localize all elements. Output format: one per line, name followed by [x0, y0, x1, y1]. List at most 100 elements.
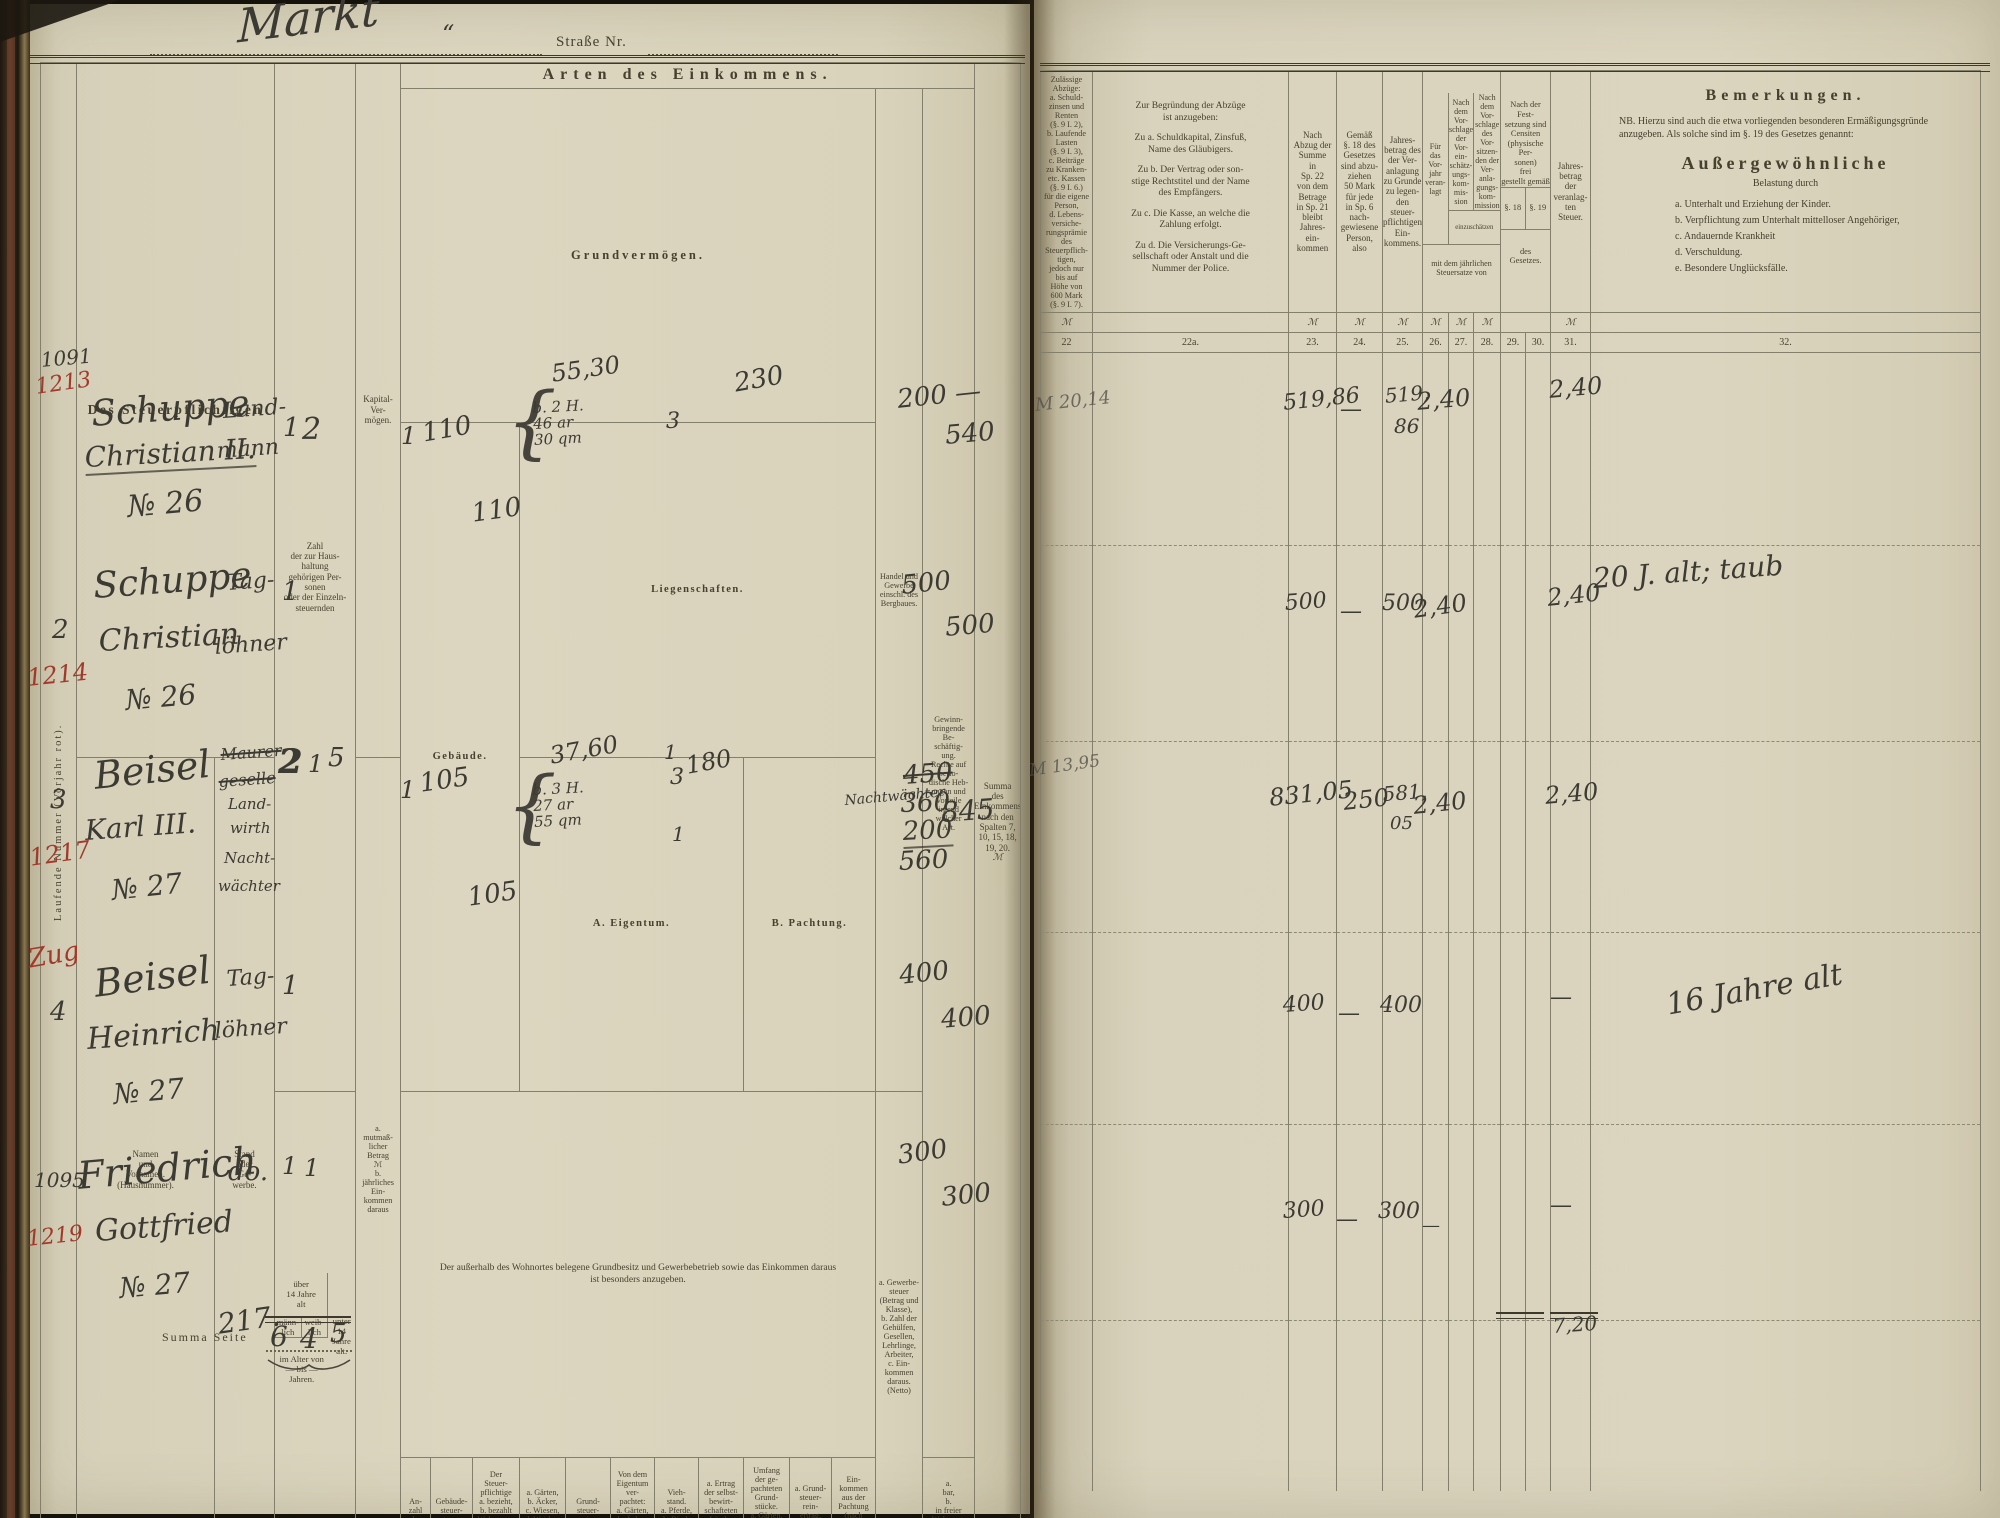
hw-r1-cattle: 3 — [666, 409, 680, 434]
abzuege-title: Zur Begründung der Abzüge ist anzugeben: — [1135, 100, 1246, 123]
hw-r5-vorjahr-dash: — — [1422, 1215, 1440, 1236]
table-cell — [1590, 1320, 1982, 1403]
table-cell — [1336, 932, 1383, 1125]
abzuege-item-d: Zu d. Die Versicherungs-Ge- sellschaft o… — [1132, 239, 1249, 274]
table-cell: 30. — [1525, 332, 1552, 353]
table-cell: 24. — [1336, 332, 1383, 353]
table-cell: ℳ — [1382, 312, 1423, 333]
hw-r4-income-total: 400 — [939, 1000, 992, 1035]
header-zu-zahlende-pacht: a. Grund- steuer- rein- ertrag, b. zu za… — [789, 1457, 833, 1518]
table-cell: ℳ — [1040, 312, 1093, 333]
header-verpachtet: Von dem Eigentum ver- pachtet: a. Gärten… — [610, 1457, 656, 1518]
header-gebaeude: Gebäude. — [400, 422, 521, 1092]
table-cell: 32. — [1590, 332, 1982, 353]
hw-r1-housenumber: № 26 — [125, 483, 205, 525]
hw-r3-females-over14: 1 — [308, 750, 324, 778]
table-cell — [1500, 352, 1527, 546]
hw-r4-occupation-1: Tag- — [225, 963, 276, 992]
table-cell — [1040, 352, 1093, 546]
table-cell: ℳ — [1422, 312, 1449, 333]
summary-row — [1040, 1320, 1982, 1403]
hw-r3-building-value: 105 — [417, 762, 472, 799]
hw-r3-occupation-struck-2: geselle — [217, 768, 277, 791]
table-cell — [1288, 741, 1337, 933]
table-cell — [1092, 312, 1289, 333]
summary-dotted-line — [266, 1350, 352, 1352]
table-cell — [1448, 1402, 1474, 1491]
table-cell — [1448, 545, 1474, 742]
header-censiten-frei: Nach der Fest- setzung sind Censiten (ph… — [1501, 100, 1550, 187]
table-cell — [1336, 741, 1383, 933]
hw-r5-females-over14: 1 — [304, 1154, 320, 1182]
table-cell: 22 — [1040, 332, 1093, 353]
table-cell — [1500, 932, 1527, 1125]
hw-r3-income-sum: 560 — [897, 844, 950, 877]
table-cell — [1040, 741, 1093, 933]
table-cell — [1422, 1402, 1449, 1491]
table-cell — [1525, 932, 1552, 1125]
table-cell — [1590, 312, 1982, 333]
table-row — [1040, 352, 1982, 546]
table-cell — [1590, 1124, 1982, 1321]
hw-r5-taxable: 300 — [1378, 1199, 1420, 1224]
strasse-nr-label: Straße Nr. — [556, 34, 627, 50]
table-cell: 31. — [1550, 332, 1592, 353]
table-cell — [1448, 932, 1474, 1125]
table-cell: 25. — [1382, 332, 1423, 353]
header-grundsteuer-reinertrag: Grund- steuer- rein- ertrag.ℳ — [565, 1457, 612, 1518]
hw-r4-housenumber: № 27 — [111, 1071, 186, 1111]
table-cell — [1590, 741, 1982, 933]
table-cell — [1092, 932, 1289, 1125]
hw-r3-land-area: b. 3 H. 27 ar 55 qm — [531, 778, 585, 832]
hw-r3-housenumber: № 27 — [109, 866, 184, 907]
header-jahreseinkommen: Nach Abzug der Summe in Sp. 22 von dem B… — [1288, 70, 1337, 313]
hw-r1-brace: { — [506, 375, 557, 468]
table-cell — [1472, 932, 1502, 1125]
hw-r3-rent-value: 105 — [465, 876, 520, 913]
hw-r5-income-cash: 300 — [895, 1134, 950, 1171]
header-ertrag-laendereien: a. Ertrag der selbst- bewirt- schafteten… — [698, 1457, 745, 1518]
hw-r5-occupation-ditto: do. — [228, 1157, 269, 1187]
table-cell — [1422, 545, 1449, 742]
hw-r3-brace: { — [506, 759, 557, 852]
hw-r5-income-total: 300 — [939, 1177, 993, 1213]
table-cell — [1448, 352, 1474, 546]
bemerkungen-nb: NB. Hierzu sind auch die etwa vorliegend… — [1619, 116, 1929, 140]
table-cell — [1092, 352, 1289, 546]
table-cell — [1336, 545, 1383, 742]
hw-summary-tax-total: 7,20 — [1551, 1310, 1598, 1338]
hw-r3-under14: 5 — [328, 743, 345, 773]
hw-r1-taxable-2: 86 — [1394, 414, 1420, 438]
header-vorjahr-veranlagt: Für das Vor- jahr veran- lagt — [1424, 93, 1449, 244]
header-begruendung-abzuege: Zur Begründung der Abzüge ist anzugeben:… — [1092, 70, 1289, 313]
header-bar-naturalien: a. bar, b. in freier Wohnung, Kost, Natu… — [922, 1457, 976, 1518]
header-steuersatz: mit dem jährlichen Steuersatze von — [1423, 244, 1500, 290]
hw-r2-income-total: 500 — [943, 608, 996, 643]
table-cell — [1525, 1402, 1552, 1491]
table-cell — [1448, 1320, 1474, 1403]
header-summa: Summa des Einkommens nach den Spalten 7,… — [974, 62, 1022, 1518]
table-cell — [1382, 741, 1423, 933]
table-cell — [1472, 1402, 1502, 1491]
table-cell — [1288, 1124, 1337, 1321]
spine-marbling — [7, 0, 15, 1518]
table-cell: 22a. — [1092, 332, 1289, 353]
hw-r2-dash-24: — — [1340, 599, 1362, 624]
table-cell — [1382, 1320, 1423, 1403]
right-table: Zulässige Abzüge: a. Schuld- zinsen und … — [1040, 70, 1982, 1491]
table-cell — [1092, 1124, 1289, 1321]
table-cell: 27. — [1448, 332, 1474, 353]
hw-r4-income-cash: 400 — [897, 955, 951, 991]
header-eigentum: A. Eigentum. — [519, 756, 745, 1092]
table-cell — [1040, 932, 1093, 1125]
table-cell — [1472, 545, 1502, 742]
header-steuerpflichtiges-einkommen: Jahres- betrag des der Ver- anlagung zu … — [1382, 70, 1423, 313]
summary-double-rule-right-2 — [1550, 1312, 1598, 1319]
table-cell — [1288, 1402, 1337, 1491]
hw-r3-occupation-2: wirth — [230, 819, 271, 837]
table-cell — [1550, 545, 1592, 742]
hw-summary-males: 6 — [270, 1320, 288, 1353]
table-row — [1040, 545, 1982, 742]
table-cell — [1422, 741, 1449, 933]
table-cell — [1472, 352, 1502, 546]
